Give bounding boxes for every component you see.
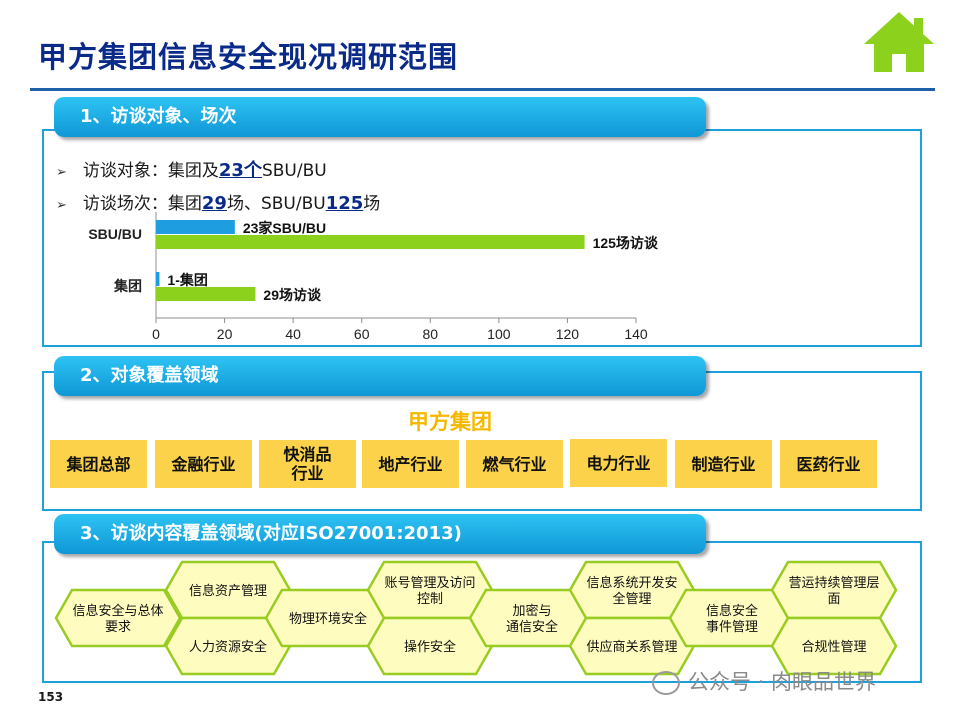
hex-label: 信息资产管理 [189, 583, 267, 598]
bar [156, 287, 256, 301]
x-tick-label: 40 [285, 326, 301, 342]
title-underline [30, 88, 935, 91]
hex-label: 事件管理 [706, 619, 758, 634]
category-label: 集团 [113, 278, 142, 294]
bullet-sessions: ➢ 访谈场次：集团29场、SBU/BU125场 [56, 193, 381, 214]
x-tick-label: 60 [354, 326, 370, 342]
interview-bar-chart: 0 20 40 60 80 100 120 140 SBU/BU 23家SBU/BU 125场访谈集… [88, 212, 659, 342]
hex-label: 信息系统开发安 [586, 575, 677, 590]
wechat-icon [652, 671, 680, 695]
section2-header: 2、对象覆盖领域 [54, 356, 706, 396]
industry-box: 电力行业 [570, 439, 667, 487]
arrow-bullet-icon: ➢ [56, 198, 67, 213]
x-tick-label: 20 [217, 326, 233, 342]
bar-data-label: 29场访谈 [263, 287, 322, 303]
arrow-bullet-icon: ➢ [56, 165, 67, 180]
section3-header: 3、访谈内容覆盖领域(对应ISO27001:2013) [54, 514, 706, 554]
iso-domain-hex: 物理环境安全 [264, 588, 392, 648]
iso-domain-hex: 信息资产管理 [164, 560, 292, 620]
watermark: 公众号 · 肉眼品世界 [652, 666, 876, 696]
x-tick-label: 120 [556, 326, 580, 342]
bar-data-label: 1-集团 [167, 272, 207, 288]
page-title: 甲方集团信息安全现况调研范围 [38, 40, 459, 74]
hex-label: 信息安全与总体 [72, 603, 163, 618]
iso-domain-hex-grid: 信息安全与总体要求信息资产管理人力资源安全物理环境安全账号管理及访问控制操作安全… [54, 560, 898, 676]
hex-label: 合规性管理 [801, 639, 866, 654]
hex-label: 人力资源安全 [189, 639, 267, 654]
x-tick-label: 140 [624, 326, 648, 342]
category-label: SBU/BU [88, 226, 142, 242]
hex-label: 物理环境安全 [289, 611, 367, 626]
home-icon[interactable] [862, 10, 936, 74]
industry-box: 燃气行业 [466, 440, 563, 488]
bar [156, 220, 235, 234]
industry-box: 制造行业 [675, 440, 772, 488]
industry-box: 地产行业 [362, 440, 459, 488]
hex-label: 操作安全 [404, 639, 456, 654]
hex-label: 控制 [417, 591, 443, 606]
section1-header: 1、访谈对象、场次 [54, 97, 706, 137]
industry-box: 快消品 行业 [259, 440, 356, 488]
hex-label: 账号管理及访问 [384, 575, 475, 590]
bullet-interviewees: ➢ 访谈对象：集团及23个SBU/BU [56, 160, 327, 181]
hex-label: 供应商关系管理 [586, 639, 677, 654]
x-tick-label: 80 [422, 326, 438, 342]
x-tick-label: 100 [487, 326, 511, 342]
iso-domain-hex: 供应商关系管理 [568, 616, 696, 676]
hex-label: 全管理 [612, 591, 651, 606]
industry-box: 金融行业 [155, 440, 252, 488]
hex-label: 面 [827, 591, 840, 606]
industry-box: 医药行业 [780, 440, 877, 488]
bar-data-label: 23家SBU/BU [243, 220, 326, 236]
bar [156, 272, 160, 286]
x-tick-label: 0 [152, 326, 160, 342]
hex-label: 信息安全 [706, 603, 758, 618]
industry-box: 集团总部 [50, 440, 147, 488]
hex-label: 营运持续管理层 [788, 575, 879, 590]
hex-label: 通信安全 [506, 619, 558, 634]
hex-label: 要求 [105, 619, 131, 634]
iso-domain-hex: 合规性管理 [770, 616, 898, 676]
hex-label: 加密与 [512, 603, 551, 618]
bar [156, 235, 585, 249]
page-number: 153 [38, 690, 64, 704]
bar-data-label: 125场访谈 [593, 235, 659, 251]
group-title: 甲方集团 [408, 410, 492, 434]
